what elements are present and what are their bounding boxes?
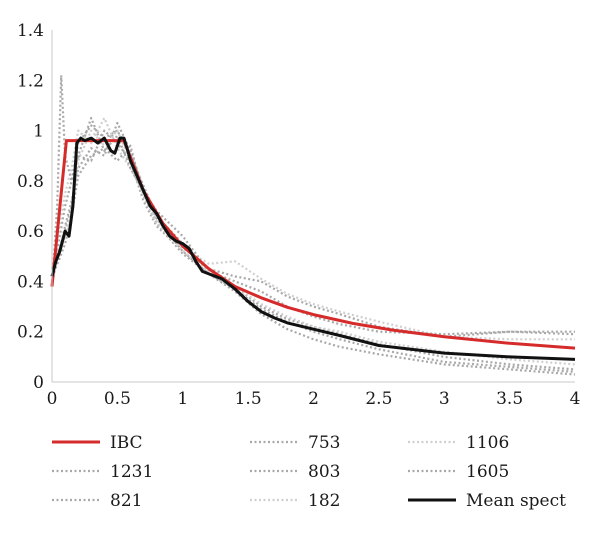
legend-item-mean-spect: Mean spect xyxy=(408,491,566,511)
legend-label: Mean spect xyxy=(466,491,566,511)
series-line-ibc xyxy=(50,139,576,350)
legend-item-1231: 1231 xyxy=(52,462,153,482)
x-tick-labels: 0 0.5 1 1.5 2 2.5 3 3.5 4 xyxy=(47,389,581,409)
y-tick-label: 0.6 xyxy=(17,222,44,242)
legend-item-821: 821 xyxy=(52,491,142,511)
legend-label: 1605 xyxy=(466,462,509,482)
x-tick-label: 3 xyxy=(439,389,450,409)
y-tick-label: 1.4 xyxy=(17,21,44,41)
legend-item-ibc: IBC xyxy=(52,433,143,453)
y-tick-label: 0 xyxy=(33,373,44,393)
legend-label: IBC xyxy=(110,433,143,453)
y-tick-label: 0.2 xyxy=(17,323,44,343)
y-tick-labels: 0 0.2 0.4 0.6 0.8 1 1.2 1.4 xyxy=(17,21,44,393)
y-tick-label: 0.4 xyxy=(17,272,44,292)
axes xyxy=(51,30,575,383)
legend-item-803: 803 xyxy=(250,462,340,482)
x-tick-label: 3.5 xyxy=(496,389,523,409)
x-tick-label: 0 xyxy=(47,389,58,409)
x-tick-label: 4 xyxy=(570,389,581,409)
series-line-1231 xyxy=(50,74,575,336)
x-tick-label: 1.5 xyxy=(235,389,262,409)
y-tick-label: 0.8 xyxy=(17,172,44,192)
plot-area xyxy=(50,74,576,376)
legend: IBC 753 1106 1231 803 1605 821 182 Mean spect xyxy=(52,433,566,511)
legend-label: 753 xyxy=(308,433,340,453)
legend-item-1605: 1605 xyxy=(408,462,509,482)
x-tick-label: 2.5 xyxy=(365,389,392,409)
series-line-821 xyxy=(50,144,576,376)
series-line-mean-spect xyxy=(50,136,576,361)
x-tick-label: 0.5 xyxy=(104,389,131,409)
y-tick-label: 1 xyxy=(33,122,44,142)
legend-label: 1106 xyxy=(466,433,509,453)
legend-item-1106: 1106 xyxy=(408,433,509,453)
y-tick-label: 1.2 xyxy=(17,71,44,91)
x-tick-label: 1 xyxy=(177,389,188,409)
legend-label: 1231 xyxy=(110,462,153,482)
legend-item-753: 753 xyxy=(250,433,340,453)
legend-label: 182 xyxy=(308,491,340,511)
x-tick-label: 2 xyxy=(308,389,319,409)
legend-item-182: 182 xyxy=(250,491,340,511)
legend-label: 803 xyxy=(308,462,340,482)
legend-label: 821 xyxy=(110,491,142,511)
